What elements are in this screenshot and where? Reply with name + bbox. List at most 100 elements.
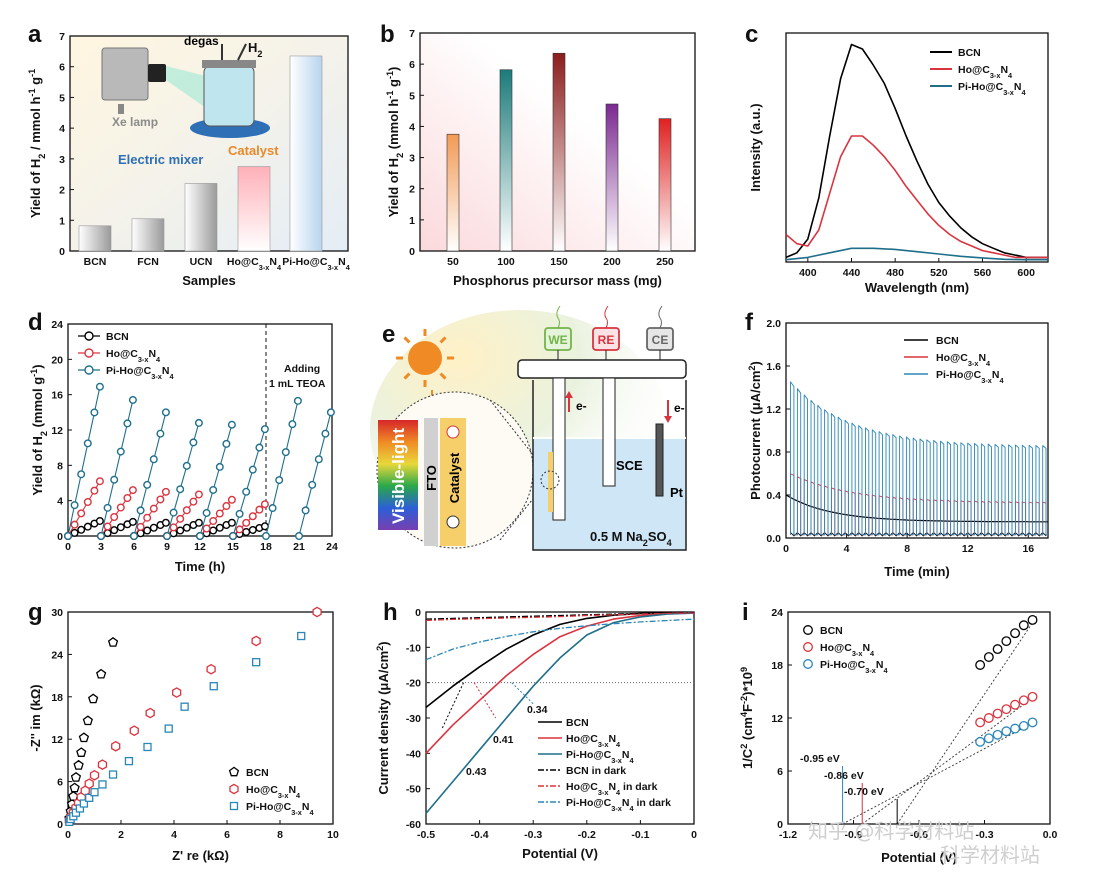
panel-label-b: b (380, 21, 395, 48)
annotation-text: 1 mL TEOA (269, 378, 326, 390)
visible-light-label: Visible-light (389, 428, 408, 524)
x-cat-label: 150 (550, 256, 568, 268)
data-point-Pi-Ho@C3-xN4 (1001, 726, 1012, 737)
data-point-Pi-Ho (260, 425, 269, 434)
data-point-Pi-Ho@C3-xN4 (992, 729, 1003, 740)
annotation-text: Adding (284, 363, 320, 375)
y-axis-label: Intensity (a.u.) (748, 103, 763, 191)
legend-marker (228, 766, 240, 777)
zoom-line (489, 399, 546, 471)
data-point-Ho@C3-xN4 (975, 717, 986, 728)
terminal-lead (604, 305, 609, 329)
light-beam (166, 66, 206, 108)
data-point-Pi-Ho (308, 480, 317, 489)
y-tick-label: 1 (409, 215, 415, 227)
bar-50 (446, 133, 460, 252)
x-cat-label: Ho@C3-xN4 (227, 256, 282, 272)
x-tick-label: -0.6 (910, 829, 928, 841)
series-line-BCN (785, 494, 1048, 523)
data-point-Pi-Ho (143, 742, 152, 752)
data-point-Pi-Ho (161, 408, 170, 417)
reactor-diagram: Xe lamp Electric mixer Catalyst degas H2 (101, 34, 279, 167)
x-tick-label: -0.9 (844, 829, 862, 841)
x-tick-label: 400 (799, 267, 817, 279)
data-point-BCN (128, 517, 137, 526)
data-point-Ho@C3-xN4 (983, 713, 994, 723)
data-point-Ho (95, 477, 104, 486)
x-cat-label: 200 (603, 256, 621, 268)
data-point-Pi-Ho (164, 724, 173, 733)
x-tick-label: -0.4 (471, 829, 489, 841)
y-axis-label: Yield of H2 (mmol g-1) (29, 364, 49, 495)
h2-label: H2 (248, 40, 262, 59)
data-point-Pi-Ho@C3-xN4 (983, 733, 994, 744)
data-point-BCN (176, 526, 185, 535)
x-tick-label: -0.5 (417, 829, 435, 841)
legend-marker (803, 642, 813, 652)
x-tick-label: 9 (164, 541, 170, 553)
data-point-Ho (169, 523, 178, 532)
data-point-Pi-Ho (79, 799, 89, 808)
panel-c: c 400 440 480 520 560 600 Wavelength (nm) Intens… (745, 21, 1049, 295)
data-point-Pi-Ho (235, 509, 244, 518)
y-tick-label: 4 (57, 496, 63, 508)
data-point-Ho (123, 493, 132, 502)
legend-entry: BCN (820, 625, 843, 637)
data-point-BCN (116, 523, 125, 532)
h2-arrow (237, 43, 247, 61)
data-point-Pi-Ho (162, 532, 171, 541)
y-tick-label: 5 (59, 92, 65, 104)
bar-150 (552, 52, 566, 252)
mixer-label: Electric mixer (118, 152, 203, 167)
data-point-Pi-Ho (63, 532, 72, 541)
y-axis-label: Current density (μA/cm2) (375, 641, 391, 794)
legend-entry: Pi-Ho@C3-xN4 (566, 749, 634, 765)
data-point-Pi-Ho (268, 504, 277, 513)
x-axis-label: Samples (182, 273, 235, 288)
data-point-Pi-Ho (209, 485, 218, 494)
data-point-Pi-Ho (195, 532, 204, 541)
x-cat-label: 250 (656, 256, 674, 268)
data-point-Pi-Ho (189, 438, 198, 447)
y-tick-label: 2.0 (766, 318, 781, 330)
legend-entry: Ho@C3-xN4 (936, 352, 991, 368)
data-point-Ho (83, 498, 92, 507)
data-point-Ho (110, 512, 119, 521)
data-point-Pi-Ho (98, 780, 107, 789)
panel-label-f: f (745, 309, 754, 336)
x-axis-label: Time (min) (884, 564, 950, 579)
we-label: WE (548, 333, 567, 347)
data-point-BCN (143, 526, 152, 535)
legend-entry: Pi-Ho@C3-xN4 (246, 801, 314, 817)
data-point-Ho@C3-xN4 (1027, 691, 1038, 702)
y-tick-label: 3 (409, 153, 415, 165)
data-point-Ho (235, 525, 244, 534)
fit-line (896, 615, 1038, 825)
x-tick-label: 12 (962, 543, 974, 555)
data-point-BCN (77, 525, 86, 534)
data-point-BCN (107, 636, 119, 647)
legend-entry: Ho@C3-xN4 (106, 348, 161, 364)
y-tick-label: 6 (409, 59, 415, 71)
data-point-Pi-Ho (262, 532, 271, 541)
data-point-Ho (129, 725, 139, 737)
y-tick-label: 0 (57, 819, 63, 831)
data-point-Pi-Ho (90, 408, 99, 417)
data-point-BCN (242, 527, 251, 536)
panel-label-i: i (742, 599, 749, 626)
legend-entry: Ho@C3-xN4 (958, 64, 1013, 80)
data-point-Pi-Ho (180, 702, 189, 711)
data-point-Pi-Ho (149, 455, 158, 464)
we-zoom (540, 470, 560, 490)
data-point-Ho (176, 514, 185, 523)
data-point-Pi-Ho (70, 501, 79, 510)
y-tick-label: 24 (51, 319, 63, 331)
data-point-BCN (149, 523, 158, 532)
y-tick-label: 16 (51, 390, 63, 402)
data-point-Pi-Ho (314, 455, 323, 464)
annotation-arrow (511, 682, 534, 705)
x-tick-label: 12 (194, 541, 206, 553)
y-axis-label: -Z'' im (kΩ) (28, 684, 43, 751)
